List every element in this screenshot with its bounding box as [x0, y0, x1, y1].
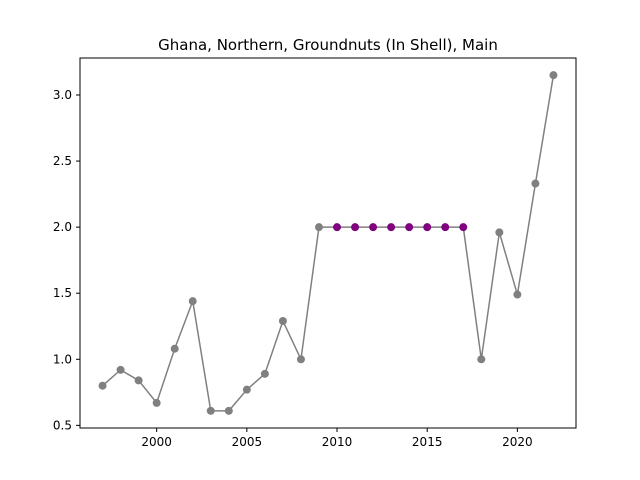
data-point: [278, 316, 287, 325]
data-point: [260, 369, 269, 378]
data-point: [459, 223, 468, 232]
y-tick-label: 1.0: [53, 352, 72, 366]
data-point: [477, 355, 486, 364]
x-tick-label: 2010: [322, 435, 353, 449]
data-point: [333, 223, 342, 232]
data-point: [152, 398, 161, 407]
y-tick-label: 1.5: [53, 286, 72, 300]
x-tick-label: 2015: [412, 435, 443, 449]
y-axis: 0.5 1.0 1.5 2.0 2.5 3.0: [53, 88, 80, 432]
data-point: [387, 223, 396, 232]
plot-frame: [79, 57, 577, 429]
data-point: [170, 344, 179, 353]
plot-area: [98, 71, 558, 415]
y-tick-label: 0.5: [53, 418, 72, 432]
data-point: [423, 223, 432, 232]
series-line: [102, 75, 555, 412]
data-point: [188, 297, 197, 306]
data-point: [242, 385, 251, 394]
chart-title: Ghana, Northern, Groundnuts (In Shell), …: [158, 36, 498, 54]
data-point: [116, 365, 125, 374]
data-point: [314, 223, 323, 232]
x-tick-label: 2000: [141, 435, 172, 449]
y-tick-label: 2.5: [53, 154, 72, 168]
y-tick-label: 3.0: [53, 88, 72, 102]
x-axis: 2000 2005 2010 2015 2020: [141, 428, 533, 449]
data-point: [405, 223, 414, 232]
data-point: [296, 355, 305, 364]
data-point: [351, 223, 360, 232]
data-point: [224, 406, 233, 415]
x-tick-label: 2020: [502, 435, 533, 449]
data-point: [369, 223, 378, 232]
data-point: [495, 228, 504, 237]
data-point: [441, 223, 450, 232]
data-point: [531, 179, 540, 188]
data-point: [549, 71, 558, 80]
data-point: [206, 406, 215, 415]
x-tick-label: 2005: [232, 435, 263, 449]
data-point: [134, 376, 143, 385]
data-point: [98, 381, 107, 390]
y-tick-label: 2.0: [53, 220, 72, 234]
data-point: [513, 290, 522, 299]
